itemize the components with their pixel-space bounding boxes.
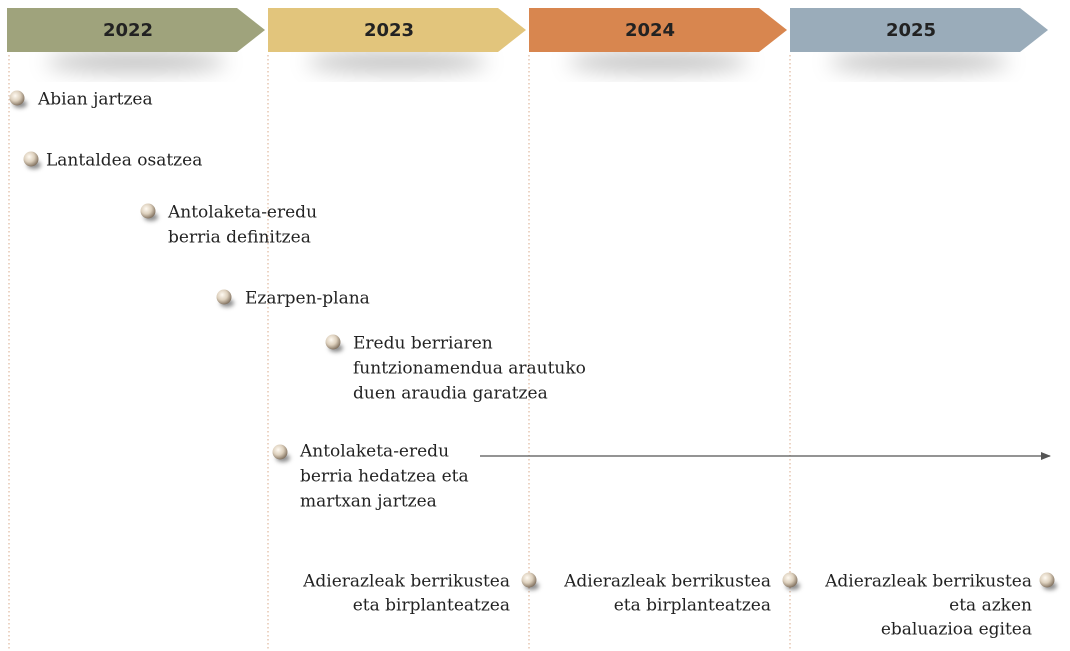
- review-text: eta birplanteatzea: [614, 596, 771, 616]
- milestone-text: berria definitzea: [168, 228, 311, 248]
- arrow-shadow: [828, 52, 1010, 72]
- year-label: 2025: [886, 20, 936, 41]
- bullet: [272, 444, 288, 460]
- bullet: [782, 572, 798, 588]
- review-text: eta azken: [949, 596, 1032, 616]
- bullet: [216, 289, 232, 305]
- review-text: eta birplanteatzea: [353, 596, 510, 616]
- year-label: 2022: [103, 20, 153, 41]
- bullet: [9, 90, 25, 106]
- bullet: [140, 203, 156, 219]
- milestone-text: duen araudia garatzea: [353, 384, 548, 404]
- bullet: [23, 151, 39, 167]
- bullet: [325, 334, 341, 350]
- year-label: 2024: [625, 20, 675, 41]
- bullet: [521, 572, 537, 588]
- milestone-text: funtzionamendua arautuko: [353, 359, 586, 379]
- milestone-text: Antolaketa-eredu: [299, 442, 449, 462]
- milestone-text: Ezarpen-plana: [245, 289, 370, 309]
- bullet: [1039, 572, 1055, 588]
- milestone-text: Abian jartzea: [37, 90, 153, 110]
- year-arrow: [7, 8, 265, 52]
- milestone-text: Lantaldea osatzea: [46, 151, 202, 171]
- milestone-text: berria hedatzea eta: [300, 467, 469, 487]
- dividers: [8, 55, 791, 651]
- review-text: Adierazleak berrikustea: [563, 572, 771, 592]
- review-text: Adierazleak berrikustea: [302, 572, 510, 592]
- milestone-text: martxan jartzea: [300, 492, 437, 512]
- milestone-text: Antolaketa-eredu: [167, 203, 317, 223]
- year-label: 2023: [364, 20, 414, 41]
- year-arrow: [790, 8, 1048, 52]
- milestone-text: Eredu berriaren: [353, 334, 493, 354]
- arrow-shadow: [567, 52, 749, 72]
- arrow-shadow: [45, 52, 227, 72]
- arrow-shadow: [306, 52, 488, 72]
- year-arrow: [529, 8, 787, 52]
- review-text: Adierazleak berrikustea: [824, 572, 1032, 592]
- review-text: ebaluazioa egitea: [881, 620, 1032, 640]
- year-arrow: [268, 8, 526, 52]
